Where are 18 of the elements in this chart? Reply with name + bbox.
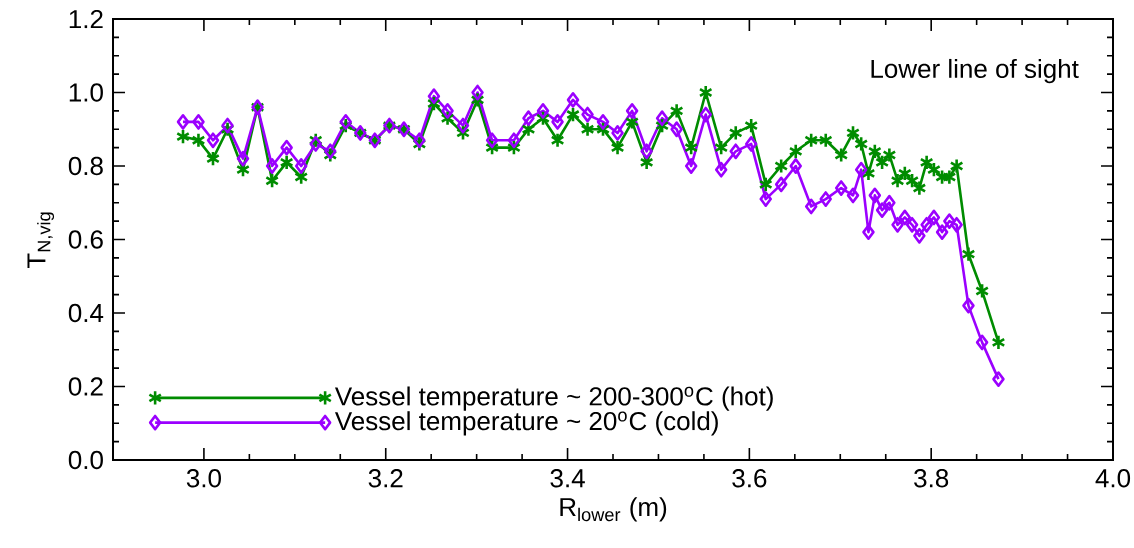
legend-label: Vessel temperature ~ 200-300$^{o}$C (hot) — [334, 386, 773, 411]
y-tick-label: 0.2 — [68, 377, 103, 396]
y-tick-label: 1.2 — [69, 9, 103, 29]
y-tick-label: 0.0 — [68, 450, 103, 470]
y-axis-title: T$_{N,vig}$ — [27, 212, 55, 269]
y-tick-label: 0.4 — [68, 303, 104, 323]
x-tick-label: 3.2 — [368, 469, 403, 488]
annotation: Lower line of sight — [871, 58, 1079, 84]
y-tick-label: 1.0 — [69, 83, 103, 102]
legend-label: Vessel temperature ~ 20$^{o}$C (cold) — [334, 411, 718, 436]
y-tick-label: 0.6 — [68, 230, 103, 249]
x-tick-label: 3.4 — [550, 469, 585, 488]
x-tick-label: 3.6 — [732, 469, 767, 488]
x-tick-label: 3.0 — [186, 469, 221, 488]
x-tick-label: 3.8 — [914, 469, 949, 488]
y-tick-label: 0.8 — [68, 156, 103, 176]
x-axis-title: R$_{lower}$ (m) — [560, 497, 667, 522]
x-tick-label: 4.0 — [1095, 469, 1131, 488]
